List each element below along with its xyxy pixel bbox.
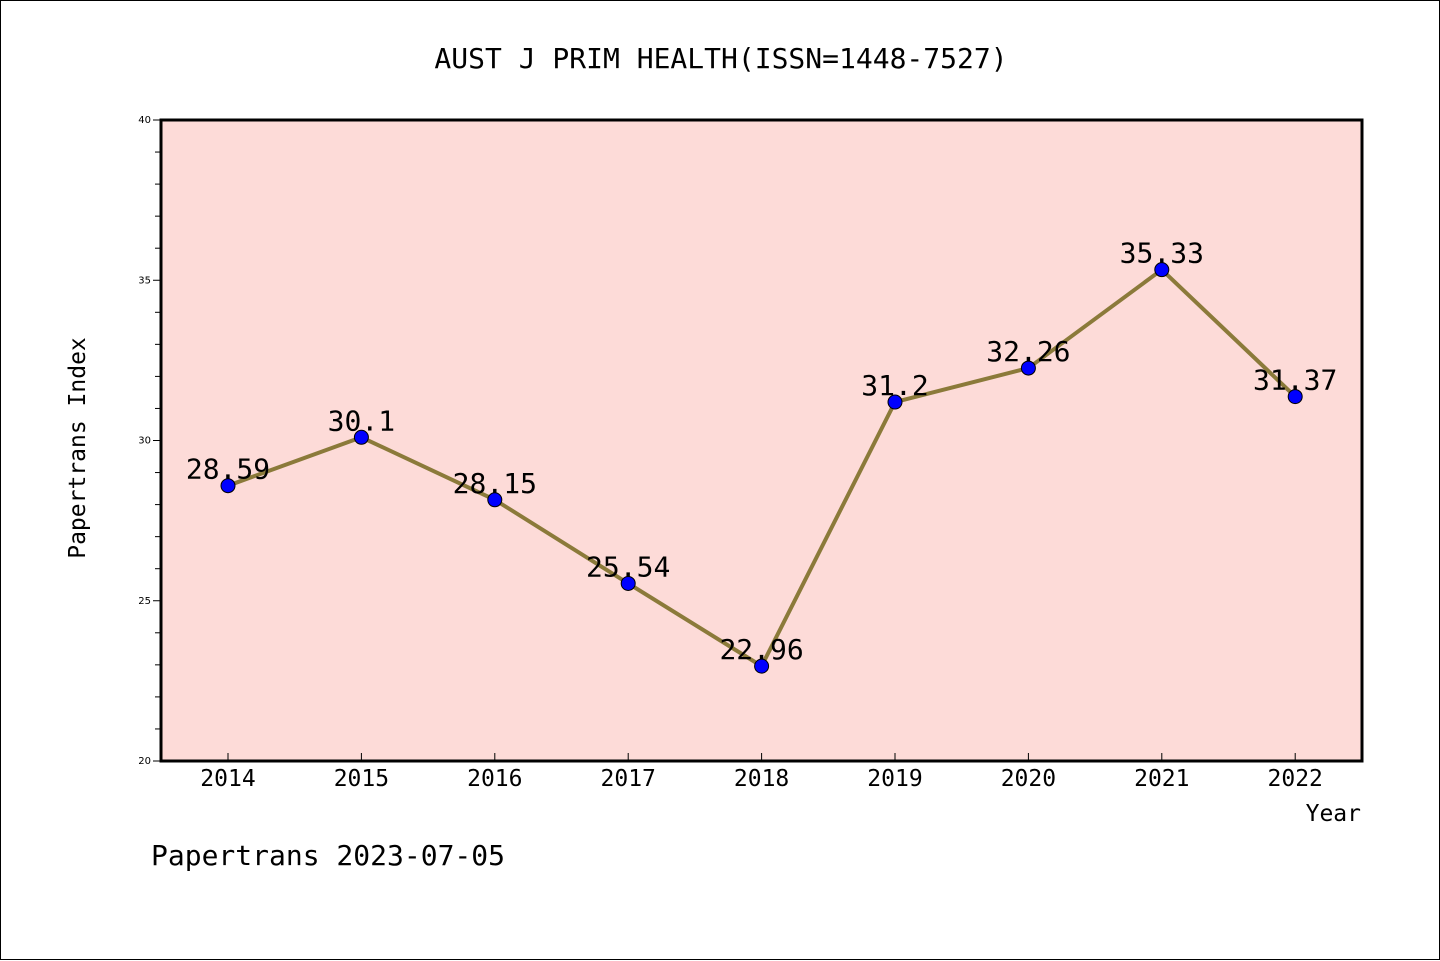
data-point xyxy=(887,394,903,410)
x-tick-label: 2022 xyxy=(1268,766,1323,792)
data-label: 28.15 xyxy=(453,467,537,500)
data-point xyxy=(620,575,636,591)
y-axis: 20 25 30 35 40 xyxy=(138,115,161,767)
x-tick-label: 2017 xyxy=(601,766,656,792)
x-tick-label: 2020 xyxy=(1001,766,1056,792)
x-tick-label: 2021 xyxy=(1134,766,1189,792)
data-label: 30.1 xyxy=(328,404,395,437)
data-point xyxy=(220,478,236,494)
data-point xyxy=(487,492,503,508)
data-point xyxy=(1020,360,1036,376)
x-tick-label: 2016 xyxy=(467,766,522,792)
data-point xyxy=(1287,389,1303,405)
y-tick-label: 35 xyxy=(138,275,151,286)
x-tick-label: 2015 xyxy=(334,766,389,792)
x-tick-label: 2018 xyxy=(734,766,789,792)
y-tick-label: 25 xyxy=(138,596,151,607)
y-tick-label: 40 xyxy=(138,115,151,126)
data-label: 28.59 xyxy=(186,453,270,486)
data-label: 31.37 xyxy=(1253,364,1337,397)
data-label: 25.54 xyxy=(586,550,670,583)
x-tick-label: 2019 xyxy=(867,766,922,792)
data-series xyxy=(220,262,1303,674)
data-label: 35.33 xyxy=(1120,237,1204,270)
x-axis: 2014 2015 2016 2017 2018 2019 2020 2021 2022 xyxy=(200,753,1323,792)
y-axis-label: Papertrans Index xyxy=(65,337,91,559)
data-point xyxy=(754,658,770,674)
data-point xyxy=(353,429,369,445)
x-tick-label: 2014 xyxy=(200,766,255,792)
y-tick-label: 30 xyxy=(138,436,151,447)
data-point xyxy=(1154,262,1170,278)
data-label: 22.96 xyxy=(719,633,803,666)
data-label: 31.2 xyxy=(861,369,928,402)
x-axis-label: Year xyxy=(1306,801,1361,827)
y-tick-label: 20 xyxy=(138,756,151,767)
chart-title: AUST J PRIM HEALTH(ISSN=1448-7527) xyxy=(434,42,1007,75)
footer-text: Papertrans 2023-07-05 xyxy=(151,839,505,872)
data-labels: 28.59 30.1 28.15 25.54 22.96 31.2 32.26 35.33 31… xyxy=(186,237,1337,666)
data-label: 32.26 xyxy=(986,335,1070,368)
